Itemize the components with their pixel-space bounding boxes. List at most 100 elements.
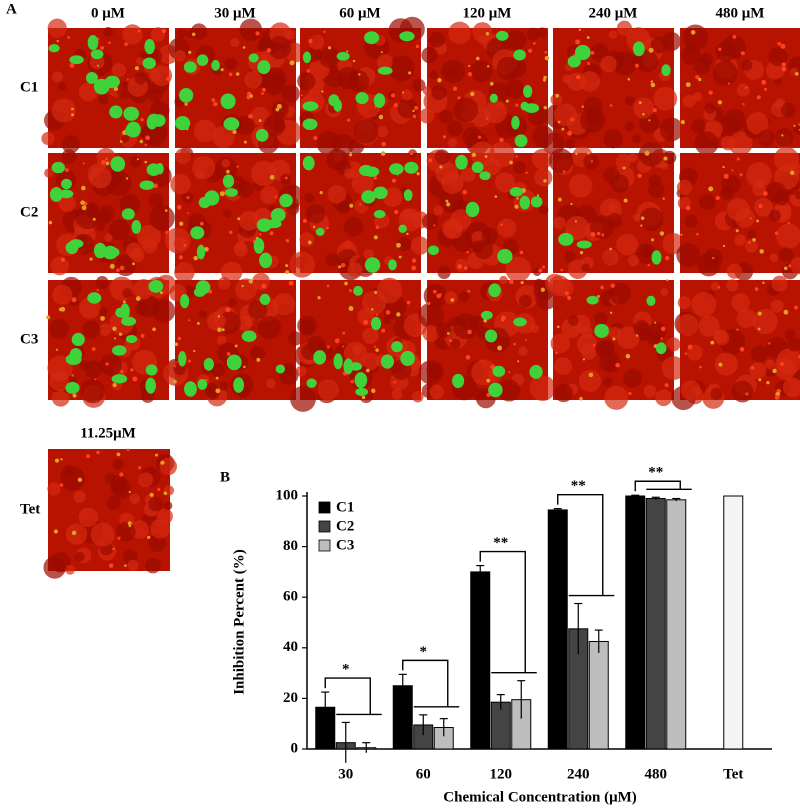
cell xyxy=(354,119,379,144)
speck xyxy=(432,289,437,294)
speck xyxy=(256,357,261,362)
cell xyxy=(193,119,217,143)
speck xyxy=(528,48,533,53)
speck xyxy=(781,66,787,72)
cell xyxy=(489,141,515,168)
cell xyxy=(357,308,375,326)
infected-cell xyxy=(404,161,419,174)
cell xyxy=(145,557,161,574)
speck xyxy=(757,327,761,331)
cell xyxy=(319,47,341,68)
cell xyxy=(616,326,640,350)
cell xyxy=(734,234,746,247)
speck xyxy=(349,153,353,157)
cell xyxy=(768,47,788,67)
speck xyxy=(499,137,504,143)
cell xyxy=(728,131,753,156)
speck xyxy=(300,94,303,97)
cell xyxy=(774,357,797,380)
cell xyxy=(90,522,115,547)
cell xyxy=(633,213,642,222)
infected-cell xyxy=(661,64,671,77)
cell xyxy=(680,380,701,401)
speck xyxy=(570,117,574,122)
cell xyxy=(47,482,61,496)
cell xyxy=(624,121,635,132)
speck xyxy=(680,233,683,236)
cell xyxy=(568,173,593,198)
speck xyxy=(756,95,761,100)
cell xyxy=(418,302,445,329)
infected-cell xyxy=(120,303,130,320)
cell xyxy=(726,279,739,292)
cell xyxy=(362,327,379,345)
cell xyxy=(723,109,746,132)
speck xyxy=(452,86,458,91)
speck xyxy=(255,31,260,36)
infected-cell xyxy=(58,189,74,199)
speck xyxy=(380,151,386,156)
speck xyxy=(467,289,471,293)
speck xyxy=(274,195,277,198)
cell xyxy=(698,315,720,337)
infected-cell xyxy=(306,378,317,388)
infected-cell xyxy=(179,87,194,103)
speck xyxy=(135,296,141,301)
cell xyxy=(216,335,227,346)
bar xyxy=(645,498,666,750)
cell xyxy=(603,167,621,184)
speck xyxy=(228,72,233,77)
speck xyxy=(749,217,753,220)
cell xyxy=(61,149,77,164)
cell xyxy=(497,218,517,238)
speck xyxy=(540,287,546,292)
speck xyxy=(130,368,134,372)
cell xyxy=(98,93,109,105)
speck xyxy=(187,359,192,363)
cell xyxy=(43,556,67,579)
speck xyxy=(117,536,121,540)
legend-label: C1 xyxy=(336,499,354,515)
speck xyxy=(380,51,383,54)
speck xyxy=(243,365,246,369)
speck xyxy=(152,327,156,332)
speck xyxy=(56,39,59,43)
cell xyxy=(122,288,133,299)
speck xyxy=(637,173,642,178)
cell xyxy=(134,72,147,85)
speck xyxy=(184,102,188,106)
cell xyxy=(65,564,75,575)
cell xyxy=(776,223,800,249)
infected-cell xyxy=(178,351,187,367)
speck xyxy=(587,62,591,66)
speck xyxy=(520,281,524,285)
speck xyxy=(342,345,345,348)
micrograph xyxy=(164,146,304,283)
cell xyxy=(148,69,161,82)
cell xyxy=(429,384,445,400)
cell xyxy=(401,89,413,101)
cell xyxy=(483,100,507,124)
infected-cell xyxy=(343,358,354,375)
speck xyxy=(640,216,645,220)
infected-cell xyxy=(511,115,520,130)
cell xyxy=(448,21,472,45)
speck xyxy=(118,332,123,336)
infected-cell xyxy=(110,156,126,172)
speck xyxy=(132,376,138,382)
speck xyxy=(373,235,378,240)
speck xyxy=(509,160,513,165)
speck xyxy=(687,344,693,350)
infected-cell xyxy=(488,283,501,298)
speck xyxy=(609,104,613,107)
speck xyxy=(497,345,503,351)
panel-label: A xyxy=(6,1,17,17)
speck xyxy=(515,155,518,158)
infected-cell xyxy=(315,227,325,236)
speck xyxy=(199,221,204,226)
cell xyxy=(344,168,355,180)
x-tick-label: 30 xyxy=(338,766,353,782)
speck xyxy=(648,47,654,53)
cell xyxy=(505,256,531,282)
speck xyxy=(470,91,475,97)
